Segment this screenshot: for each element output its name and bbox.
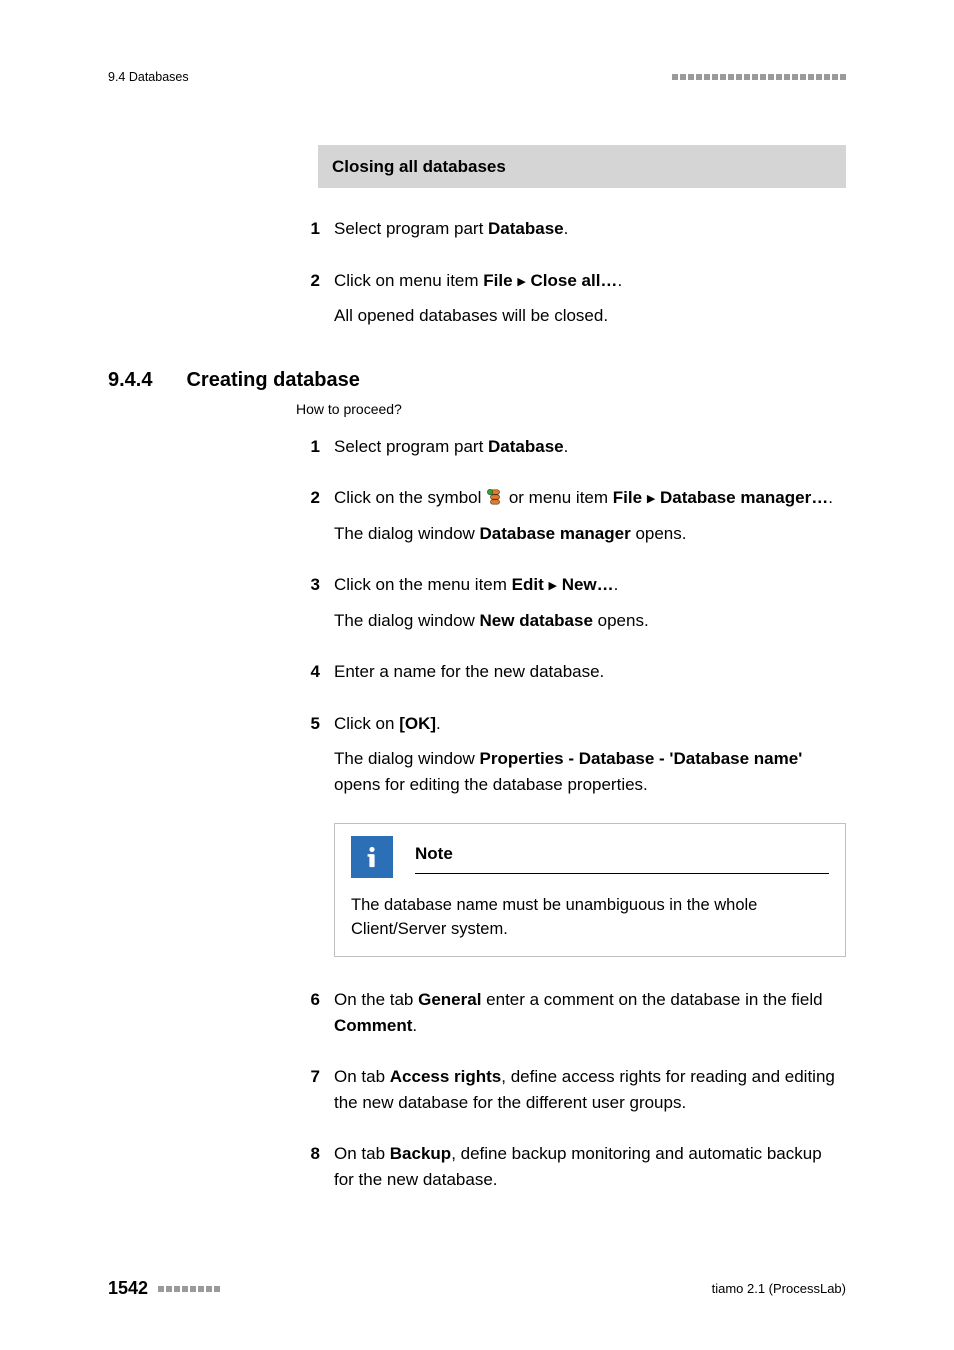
database-manager-icon	[486, 488, 504, 506]
step-text: Click on menu item File ▶ Close all….	[334, 268, 846, 294]
step-text: On the tab General enter a comment on th…	[334, 987, 846, 1038]
step-item: 5 Click on [OK]. The dialog window Propert…	[296, 711, 846, 798]
step-body: Click on menu item File ▶ Close all…. All…	[334, 268, 846, 329]
step-item: 2 Click on the symbol or menu item File ▶…	[296, 485, 846, 546]
section-number: 9.4.4	[108, 365, 152, 395]
creating-steps-list: 1Select program part Database.2Click on …	[296, 434, 846, 798]
step-number: 2	[296, 485, 320, 546]
closing-steps-list: 1Select program part Database.2Click on …	[296, 216, 846, 329]
step-text: Click on [OK].	[334, 711, 846, 737]
step-item: 1 Select program part Database.	[296, 434, 846, 460]
step-text: The dialog window Properties - Database …	[334, 746, 846, 797]
step-number: 5	[296, 711, 320, 798]
step-text: On tab Backup, define backup monitoring …	[334, 1141, 846, 1192]
step-number: 4	[296, 659, 320, 685]
step-item: 8 On tab Backup, define backup monitoring…	[296, 1141, 846, 1192]
header-section-label: 9.4 Databases	[108, 68, 189, 87]
footer-ornament	[158, 1286, 220, 1292]
step-text: Click on the symbol or menu item File ▶ …	[334, 485, 846, 511]
step-body: Click on the symbol or menu item File ▶ …	[334, 485, 846, 546]
info-icon	[351, 836, 393, 878]
step-number: 3	[296, 572, 320, 633]
step-item: 4 Enter a name for the new database.	[296, 659, 846, 685]
step-body: On tab Access rights, define access righ…	[334, 1064, 846, 1115]
step-text: Enter a name for the new database.	[334, 659, 846, 685]
step-text: All opened databases will be closed.	[334, 303, 846, 329]
how-to-proceed-label: How to proceed?	[296, 399, 846, 420]
step-body: Click on [OK]. The dialog window Properti…	[334, 711, 846, 798]
step-body: Click on the menu item Edit ▶ New…. The d…	[334, 572, 846, 633]
step-number: 8	[296, 1141, 320, 1192]
page-header: 9.4 Databases	[108, 68, 846, 87]
step-item: 6 On the tab General enter a comment on t…	[296, 987, 846, 1038]
step-item: 2 Click on menu item File ▶ Close all…. Al…	[296, 268, 846, 329]
step-number: 2	[296, 268, 320, 329]
step-text: On tab Access rights, define access righ…	[334, 1064, 846, 1115]
header-ornament	[672, 74, 846, 80]
page-number: 1542	[108, 1275, 148, 1302]
procedure-title-closing: Closing all databases	[318, 145, 846, 189]
step-number: 1	[296, 216, 320, 242]
step-text: The dialog window New database opens.	[334, 608, 846, 634]
step-text: Select program part Database.	[334, 434, 846, 460]
note-body: The database name must be unambiguous in…	[351, 894, 829, 942]
step-body: On the tab General enter a comment on th…	[334, 987, 846, 1038]
note-box: Note The database name must be unambiguo…	[334, 823, 846, 957]
step-item: 3 Click on the menu item Edit ▶ New…. The …	[296, 572, 846, 633]
step-text: Select program part Database.	[334, 216, 846, 242]
step-body: Select program part Database.	[334, 216, 846, 242]
step-number: 7	[296, 1064, 320, 1115]
section-title: Creating database	[186, 365, 359, 395]
page-footer: 1542 tiamo 2.1 (ProcessLab)	[108, 1275, 846, 1302]
note-title: Note	[415, 841, 829, 874]
step-number: 6	[296, 987, 320, 1038]
step-item: 7 On tab Access rights, define access rig…	[296, 1064, 846, 1115]
step-number: 1	[296, 434, 320, 460]
step-item: 1 Select program part Database.	[296, 216, 846, 242]
section-heading: 9.4.4 Creating database	[108, 365, 846, 395]
step-body: On tab Backup, define backup monitoring …	[334, 1141, 846, 1192]
step-body: Select program part Database.	[334, 434, 846, 460]
footer-product-label: tiamo 2.1 (ProcessLab)	[712, 1279, 846, 1299]
step-text: Click on the menu item Edit ▶ New….	[334, 572, 846, 598]
post-note-steps-list: 6 On the tab General enter a comment on t…	[296, 987, 846, 1192]
step-body: Enter a name for the new database.	[334, 659, 846, 685]
step-text: The dialog window Database manager opens…	[334, 521, 846, 547]
